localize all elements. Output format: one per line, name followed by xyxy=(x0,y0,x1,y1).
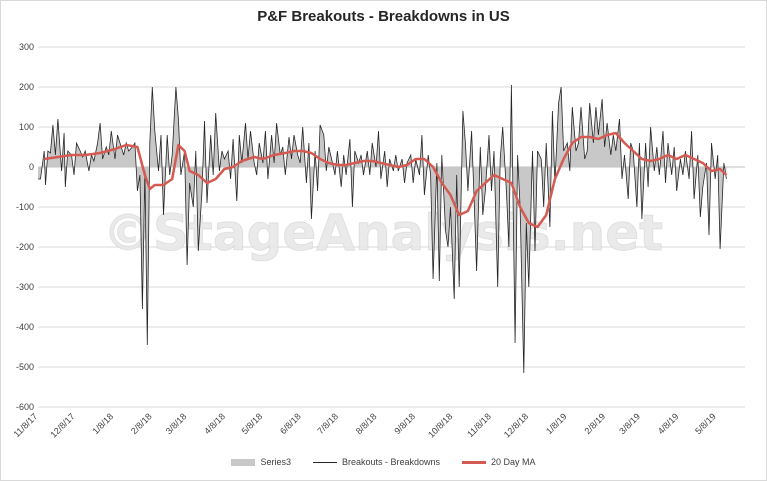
x-tick-label: 1/8/19 xyxy=(544,411,569,436)
y-tick-label: 100 xyxy=(19,122,34,132)
x-tick-label: 1/8/18 xyxy=(90,411,115,436)
legend-label-ma: 20 Day MA xyxy=(491,457,536,467)
x-tick-label: 11/8/17 xyxy=(12,411,40,439)
x-tick-label: 2/8/18 xyxy=(129,411,154,436)
x-tick-label: 5/8/18 xyxy=(240,411,265,436)
x-tick-label: 12/8/17 xyxy=(48,411,76,439)
legend-swatch-breakouts xyxy=(312,461,337,463)
y-tick-label: -100 xyxy=(16,202,34,212)
y-axis-ticks: 300 200 100 0 -100 -200 -300 -400 -500 -600 xyxy=(16,42,34,412)
x-tick-label: 10/8/18 xyxy=(426,411,454,439)
legend-item-series3: Series3 xyxy=(231,457,291,467)
x-tick-label: 9/8/18 xyxy=(392,411,417,436)
series3-area xyxy=(38,85,727,373)
y-tick-label: -600 xyxy=(16,402,34,412)
y-tick-label: -200 xyxy=(16,242,34,252)
y-tick-label: 0 xyxy=(29,162,34,172)
y-tick-label: -500 xyxy=(16,362,34,372)
chart-title: P&F Breakouts - Breakdowns in US xyxy=(257,8,510,25)
legend-swatch-series3 xyxy=(231,458,256,466)
legend-item-ma: 20 Day MA xyxy=(462,457,536,467)
x-tick-label: 5/8/19 xyxy=(693,411,718,436)
x-tick-label: 3/8/18 xyxy=(164,411,189,436)
y-tick-label: 300 xyxy=(19,42,34,52)
y-tick-label: 200 xyxy=(19,82,34,92)
legend-swatch-ma xyxy=(462,460,487,464)
x-tick-label: 4/8/18 xyxy=(202,411,227,436)
x-axis-ticks: 11/8/17 12/8/17 1/8/18 2/8/18 3/8/18 4/8/18 5/… xyxy=(12,411,718,439)
legend-item-breakouts: Breakouts - Breakdowns xyxy=(312,457,441,467)
x-tick-label: 7/8/18 xyxy=(315,411,340,436)
watermark: ©StageAnalysis.net xyxy=(103,204,663,262)
y-tick-label: -400 xyxy=(16,322,34,332)
x-tick-label: 4/8/19 xyxy=(656,411,681,436)
legend: Series3 Breakouts - Breakdowns 20 Day MA xyxy=(0,457,767,467)
x-tick-label: 12/8/18 xyxy=(502,411,530,439)
x-tick-label: 2/8/19 xyxy=(582,411,607,436)
x-tick-label: 11/8/18 xyxy=(465,411,493,439)
x-tick-label: 8/8/18 xyxy=(354,411,379,436)
breakouts-breakdowns-line xyxy=(38,84,727,374)
y-tick-label: -300 xyxy=(16,282,34,292)
legend-label-series3: Series3 xyxy=(260,457,291,467)
ma-20-day-line xyxy=(44,131,728,229)
x-tick-label: 3/8/19 xyxy=(617,411,642,436)
legend-label-breakouts: Breakouts - Breakdowns xyxy=(341,457,441,467)
x-tick-label: 6/8/18 xyxy=(278,411,303,436)
